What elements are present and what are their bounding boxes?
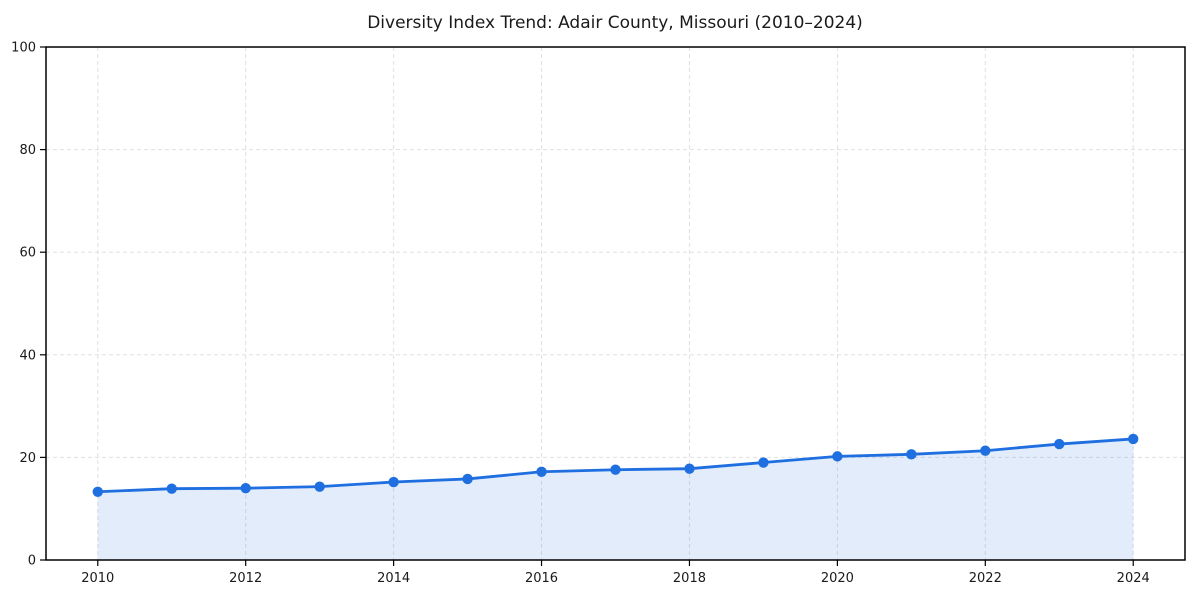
data-point-2019 <box>758 457 769 468</box>
y-ticks <box>40 46 46 561</box>
x-tick-label: 2024 <box>1117 571 1150 586</box>
data-point-2020 <box>832 451 843 462</box>
x-ticks <box>97 560 1134 566</box>
data-point-2018 <box>684 463 695 474</box>
x-tick-label: 2014 <box>377 571 410 586</box>
x-tick-label: 2016 <box>525 571 558 586</box>
data-point-2011 <box>166 483 177 494</box>
data-point-2012 <box>240 482 251 494</box>
plot-border <box>45 46 1186 561</box>
y-tick-labels: 0 20 40 60 80 100 <box>11 41 36 569</box>
y-tick-label: 80 <box>19 143 36 158</box>
area-fill-shape <box>97 438 1134 560</box>
data-point-2022 <box>980 445 991 456</box>
data-point-2024 <box>1128 433 1139 445</box>
x-tick-label: 2020 <box>821 571 854 586</box>
data-point-2016 <box>536 466 547 477</box>
data-point-2010 <box>92 486 103 497</box>
x-tick-label: 2022 <box>969 571 1002 586</box>
y-tick-label: 0 <box>28 554 36 569</box>
y-tick-label: 20 <box>19 451 36 466</box>
plot-border-rect <box>45 46 1186 561</box>
y-tick-label: 60 <box>19 246 36 261</box>
data-point-2023 <box>1054 438 1065 450</box>
x-tick-label: 2018 <box>673 571 706 586</box>
y-tick-label: 100 <box>11 41 36 56</box>
x-tick-label: 2010 <box>81 571 114 586</box>
data-point-2021 <box>906 449 917 460</box>
y-gridlines <box>46 149 1185 458</box>
area-fill <box>97 438 1134 560</box>
data-point-2013 <box>314 481 325 492</box>
data-point-2014 <box>388 476 399 488</box>
data-point-2017 <box>610 464 621 475</box>
x-tick-labels: 2010 2012 2014 2016 2018 2020 2022 2024 <box>81 571 1150 586</box>
chart-title: Diversity Index Trend: Adair County, Mis… <box>367 13 863 33</box>
y-tick-label: 40 <box>19 348 36 363</box>
x-tick-label: 2012 <box>229 571 262 586</box>
data-points <box>92 433 1139 497</box>
data-point-2015 <box>462 473 473 485</box>
